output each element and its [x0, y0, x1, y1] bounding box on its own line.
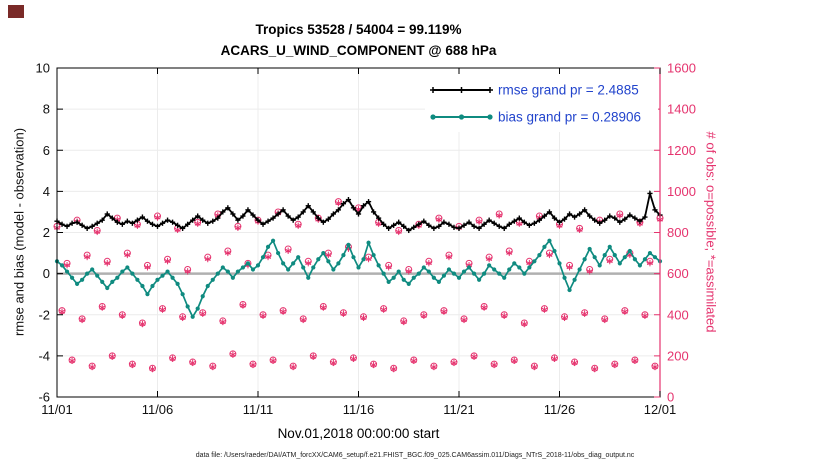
right-axis-label: # of obs: o=possible; *=assimilated — [703, 131, 719, 333]
svg-text:4: 4 — [43, 184, 50, 199]
svg-text:bias grand pr = 0.28906: bias grand pr = 0.28906 — [498, 110, 641, 125]
bias-line — [54, 238, 663, 319]
svg-text:1200: 1200 — [667, 143, 696, 158]
rmse-line — [54, 189, 663, 234]
svg-text:10: 10 — [36, 61, 50, 76]
svg-text:11/26: 11/26 — [544, 402, 576, 417]
svg-text:600: 600 — [667, 266, 689, 281]
svg-text:rmse grand pr = 2.4885: rmse grand pr = 2.4885 — [498, 83, 639, 98]
svg-text:11/06: 11/06 — [142, 402, 174, 417]
plot-title-stats: Tropics 53528 / 54004 = 99.119% — [255, 22, 462, 37]
x-axis-label: Nov.01,2018 00:00:00 start — [277, 426, 440, 441]
svg-text:12/01: 12/01 — [644, 402, 677, 417]
svg-text:200: 200 — [667, 348, 689, 363]
svg-text:11/21: 11/21 — [443, 402, 475, 417]
svg-text:-2: -2 — [38, 307, 50, 322]
svg-text:8: 8 — [43, 102, 50, 117]
axes: 11/01 11/06 11/11 11/16 11/21 11/26 12/01 -6 -4 -… — [36, 61, 696, 418]
left-axis-label: rmse and bias (model - observation) — [11, 127, 27, 337]
svg-text:0: 0 — [667, 390, 674, 405]
svg-text:-4: -4 — [38, 348, 50, 363]
window-corner-box — [8, 5, 24, 18]
svg-text:1000: 1000 — [667, 184, 696, 199]
svg-text:800: 800 — [667, 225, 689, 240]
svg-text:2: 2 — [43, 225, 50, 240]
svg-text:-6: -6 — [38, 390, 50, 405]
svg-text:11/01: 11/01 — [41, 402, 73, 417]
legend: rmse grand pr = 2.4885 bias grand pr = 0.… — [425, 74, 658, 132]
svg-text:400: 400 — [667, 307, 689, 322]
svg-text:6: 6 — [43, 143, 50, 158]
svg-text:1400: 1400 — [667, 102, 696, 117]
svg-text:11/11: 11/11 — [243, 402, 274, 417]
datafile-caption: data file: /Users/raeder/DAI/ATM_forcXX/… — [195, 452, 635, 459]
plot-title-variable: ACARS_U_WIND_COMPONENT @ 688 hPa — [220, 43, 497, 58]
svg-text:1600: 1600 — [667, 61, 696, 76]
obs-assimilated-scatter — [53, 199, 664, 373]
svg-text:0: 0 — [43, 266, 50, 281]
svg-text:11/16: 11/16 — [343, 402, 375, 417]
